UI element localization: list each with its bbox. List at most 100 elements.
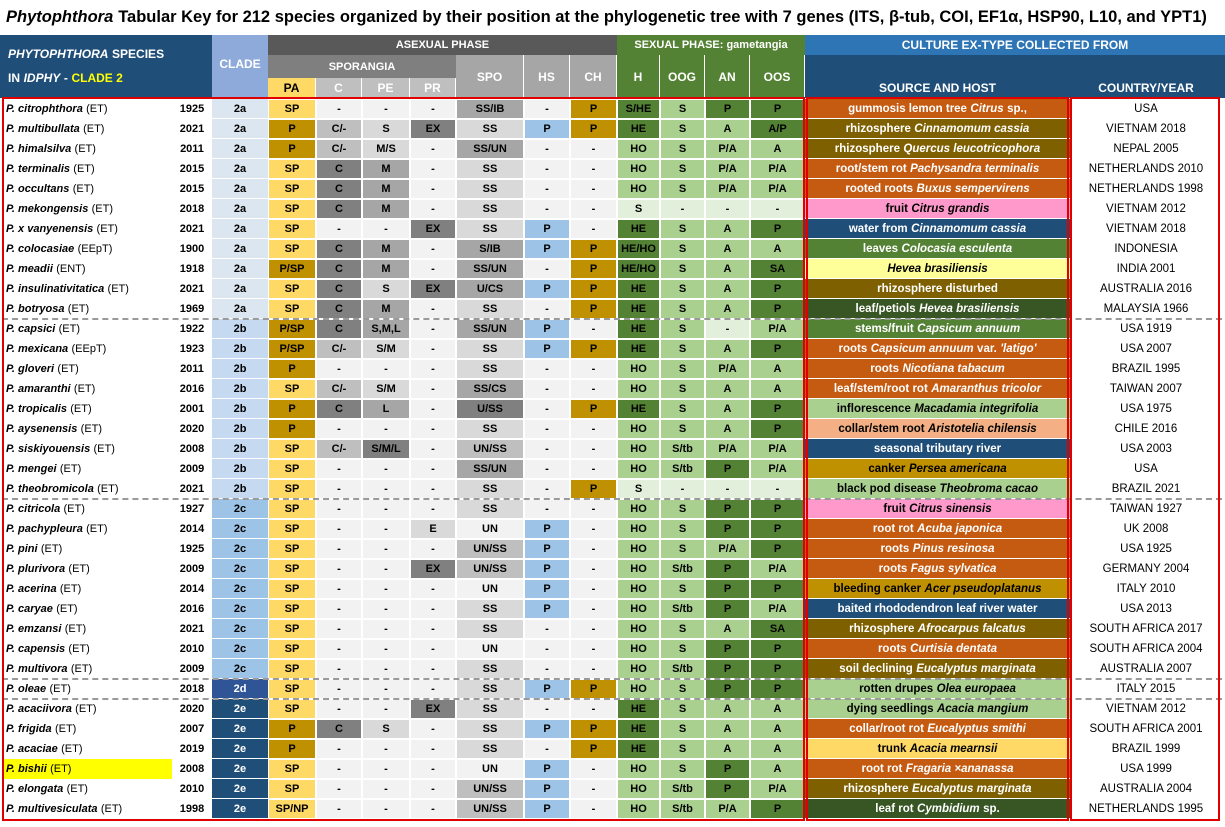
trait-cell: HE [617, 299, 660, 319]
trait-cell: - [524, 479, 570, 499]
trait-cell: S/M [362, 339, 410, 359]
trait-cell: - [362, 739, 410, 759]
trait-cell: - [410, 259, 456, 279]
text-segment: baited rhododendron leaf river water [837, 602, 1038, 615]
text-segment: Citrus grandis [911, 202, 990, 215]
trait-cell: - [524, 659, 570, 679]
trait-cell: S [660, 399, 705, 419]
text-segment: - [63, 71, 68, 85]
trait-cell: A [750, 239, 805, 259]
trait-cell: - [362, 459, 410, 479]
column-header: CH [570, 55, 617, 98]
trait-cell: E [410, 519, 456, 539]
trait-cell: P [705, 499, 750, 519]
country-year: NETHERLANDS 1998 [1088, 183, 1204, 195]
trait-cell: S [660, 259, 705, 279]
column-header: OOG [660, 55, 705, 98]
column-header: H [617, 55, 660, 98]
source-host: rhizosphere Eucalyptus marginata [805, 779, 1070, 799]
trait-cell: P [570, 399, 617, 419]
clade: 2c [212, 499, 268, 519]
trait-cell: - [570, 379, 617, 399]
trait-cell: S/M/L [362, 439, 410, 459]
trait-cell: S/IB [456, 239, 524, 259]
trait-cell: A [705, 239, 750, 259]
trait-cell: - [362, 219, 410, 239]
trait-cell: P [524, 519, 570, 539]
year: 1998 [179, 803, 205, 815]
species-epithet: P. himalsilva [6, 143, 72, 155]
country-year: BRAZIL 1995 [1111, 363, 1181, 375]
clade: 2e [212, 779, 268, 799]
trait-cell: S [362, 119, 410, 139]
species-epithet: P. emzansi [6, 623, 62, 635]
species-name: P. insulinativitatica (ET) [2, 279, 172, 299]
trait-cell: P [524, 339, 570, 359]
year: 2021 [179, 223, 205, 235]
trait-cell: HO [617, 159, 660, 179]
trait-cell: UN/SS [456, 559, 524, 579]
trait-cell: - [705, 479, 750, 499]
trait-cell: - [316, 599, 362, 619]
trait-cell: - [570, 759, 617, 779]
species-epithet: P. caryae [6, 603, 53, 615]
text-segment: rhizosphere [845, 122, 911, 135]
trait-cell: - [570, 199, 617, 219]
source-host: root rot Acuba japonica [805, 519, 1070, 539]
trait-cell: M [362, 259, 410, 279]
trait-cell: A [705, 739, 750, 759]
year: 2015 [179, 163, 205, 175]
species-name: P. multibullata (ET) [2, 119, 172, 139]
trait-cell: SP [268, 219, 316, 239]
trait-cell: - [570, 799, 617, 819]
trait-cell: P [705, 679, 750, 699]
trait-cell: P [570, 479, 617, 499]
trait-cell: S [660, 499, 705, 519]
type-tag: (ET) [75, 703, 97, 715]
type-tag: (ET) [66, 783, 88, 795]
species-epithet: P. multibullata [6, 123, 80, 135]
trait-cell: HE [617, 219, 660, 239]
trait-cell: - [316, 499, 362, 519]
country-year: VIETNAM 2018 [1106, 123, 1186, 135]
type-tag: (ET) [57, 363, 79, 375]
text-segment: canker [868, 462, 906, 475]
year: 2010 [179, 783, 205, 795]
text-segment: var. [977, 342, 997, 355]
trait-cell: HO [617, 659, 660, 679]
trait-cell: C/- [316, 339, 362, 359]
species-epithet: P. theobromicola [6, 483, 94, 495]
text-segment: rotten drupes [859, 682, 934, 695]
trait-cell: P [750, 219, 805, 239]
trait-cell: S/tb [660, 559, 705, 579]
text-segment: Citrus sinensis [909, 502, 992, 515]
trait-cell: HE [617, 399, 660, 419]
trait-cell: P [705, 99, 750, 119]
species-name: P. theobromicola (ET) [2, 479, 172, 499]
trait-cell: S [660, 539, 705, 559]
trait-cell: SS [456, 659, 524, 679]
trait-cell: - [362, 639, 410, 659]
trait-cell: - [410, 499, 456, 519]
species-name: P. himalsilva (ET) [2, 139, 172, 159]
trait-cell: SP [268, 379, 316, 399]
trait-cell: A [750, 139, 805, 159]
country-year: USA 2007 [1120, 343, 1172, 355]
trait-cell: S [660, 679, 705, 699]
trait-cell: P [570, 119, 617, 139]
type-tag: (ET) [40, 543, 63, 555]
trait-cell: HE [617, 279, 660, 299]
text-segment: collar/root rot [849, 722, 924, 735]
trait-cell: - [410, 639, 456, 659]
text-segment: soil declining [839, 662, 913, 675]
trait-cell: EX [410, 219, 456, 239]
species-name: P. citrophthora (ET) [2, 99, 172, 119]
trait-cell: S/tb [660, 459, 705, 479]
country-year: VIETNAM 2018 [1106, 223, 1186, 235]
trait-cell: S [362, 719, 410, 739]
clade: 2b [212, 399, 268, 419]
trait-cell: HO [617, 799, 660, 819]
text-segment: Acacia mangium [936, 702, 1029, 715]
clade-separator [2, 318, 1222, 320]
trait-cell: HE [617, 119, 660, 139]
